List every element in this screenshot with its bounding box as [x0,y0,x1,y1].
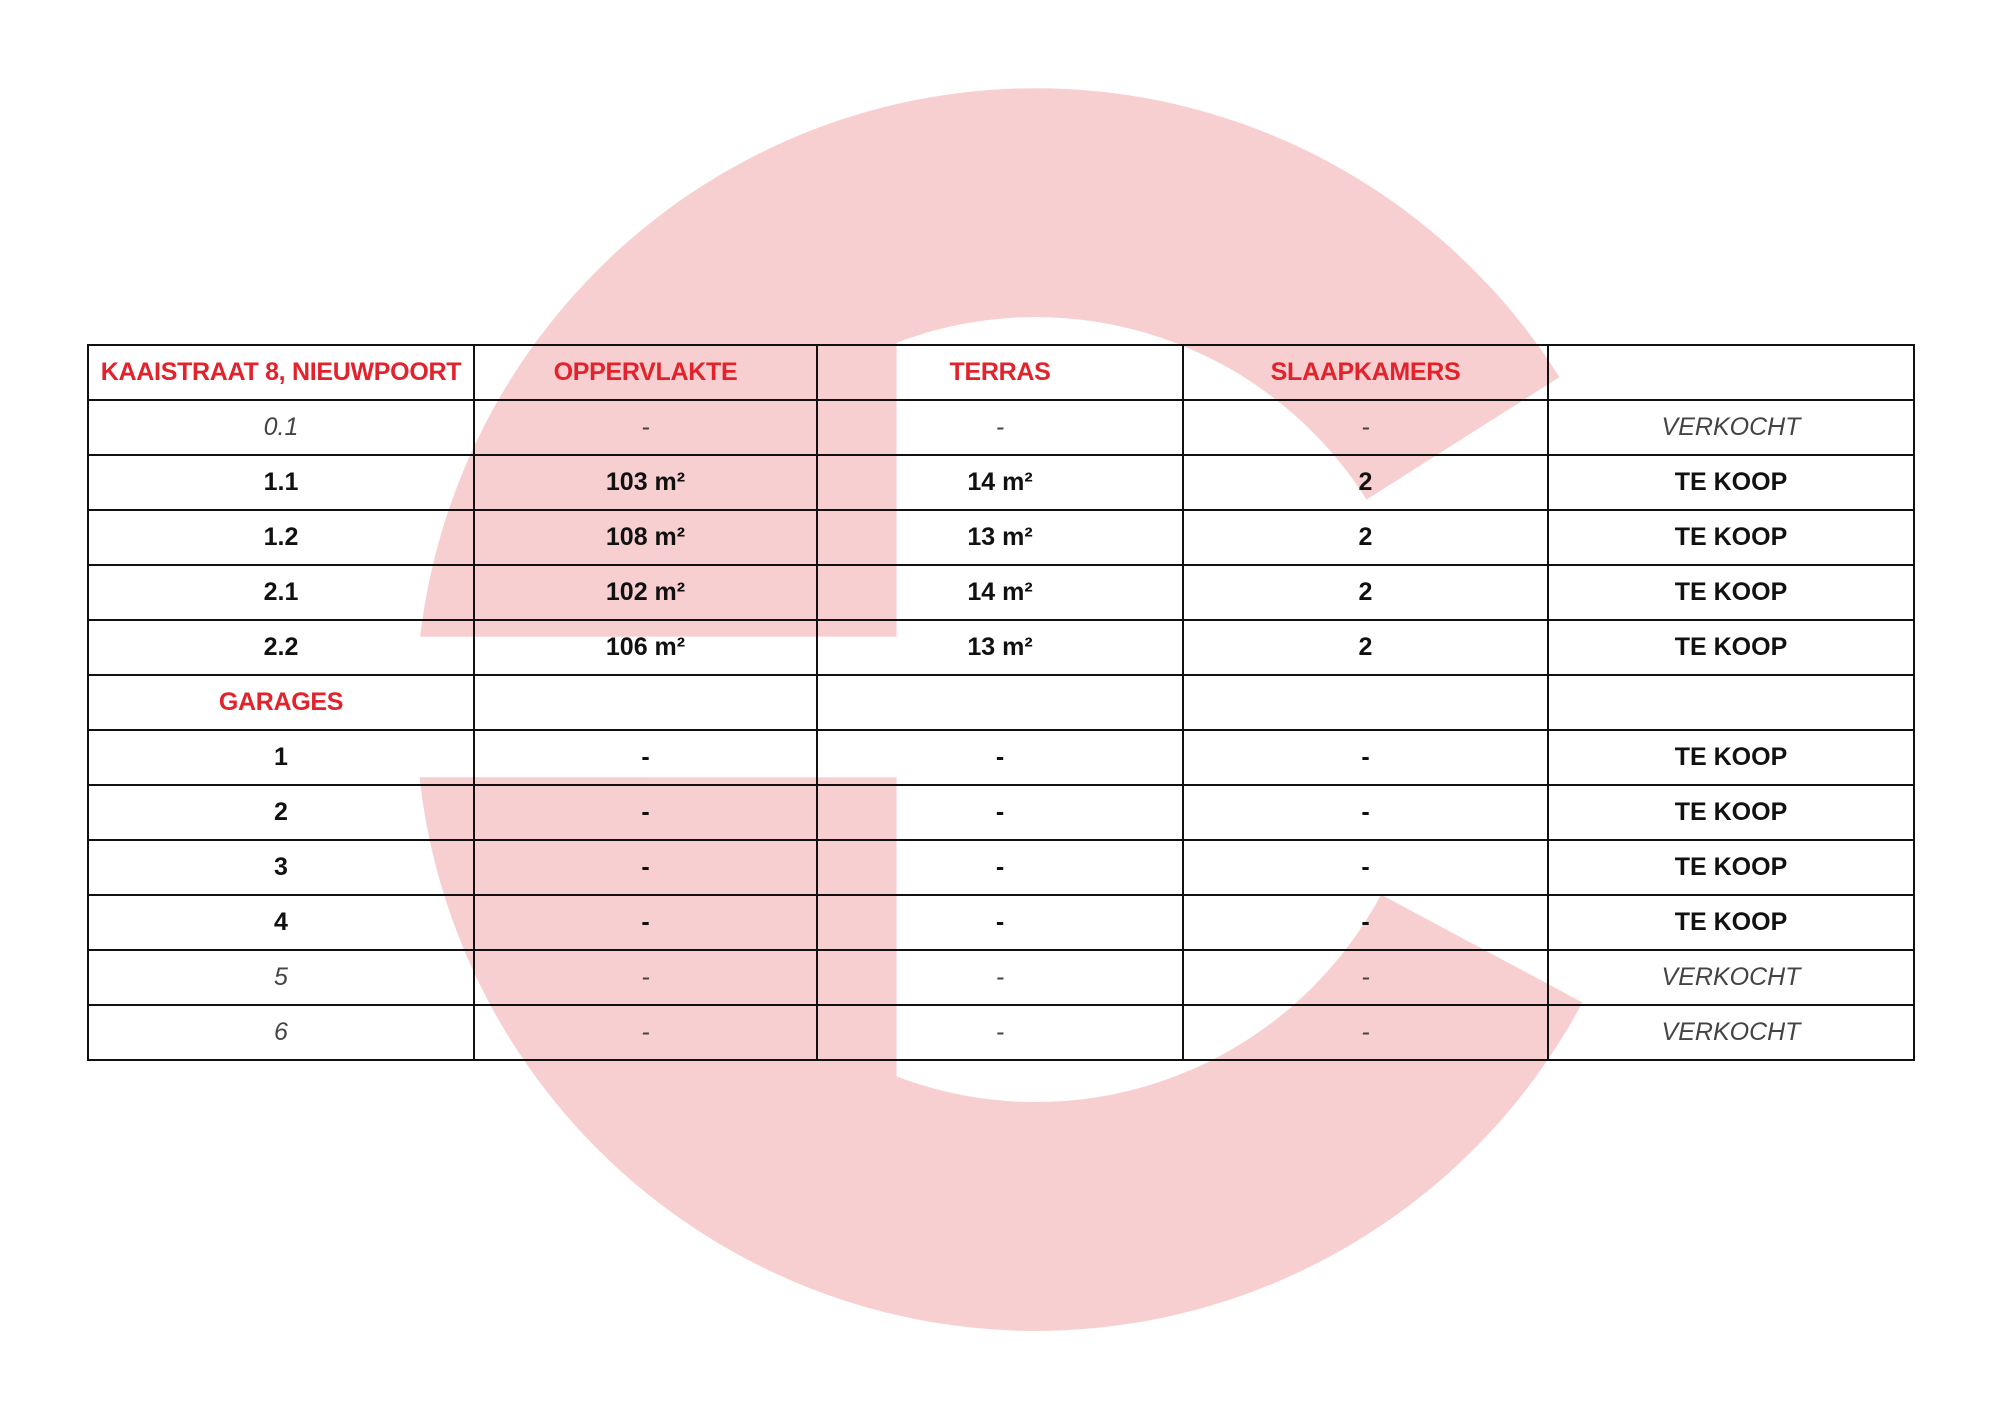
cell-terrace: - [816,399,1184,456]
cell-terrace: - [816,784,1184,841]
cell-surface: 102 m² [473,564,818,621]
table-row: 1.1 103 m² 14 m² 2 TE KOOP [87,454,1915,511]
cell-bedrooms: - [1182,729,1549,786]
cell-status: TE KOOP [1547,784,1915,841]
cell-unit: 1.1 [87,454,475,511]
table-row: 4- - - TE KOOP [87,894,1915,951]
cell-unit: GARAGES [87,674,475,731]
table-row: 5- - - VERKOCHT [87,949,1915,1006]
table-row: 1- - - TE KOOP [87,729,1915,786]
cell-surface: 108 m² [473,509,818,566]
cell-status: TE KOOP [1547,564,1915,621]
cell-terrace: 14 m² [816,564,1184,621]
header-status [1547,344,1915,401]
cell-status: TE KOOP [1547,729,1915,786]
cell-bedrooms: - [1182,949,1549,1006]
header-bedrooms: SLAAPKAMERS [1182,344,1549,401]
cell-surface [473,674,818,731]
cell-bedrooms: 2 [1182,619,1549,676]
cell-surface: - [473,949,818,1006]
cell-terrace: - [816,949,1184,1006]
cell-bedrooms: - [1182,784,1549,841]
header-terrace: TERRAS [816,344,1184,401]
cell-bedrooms: - [1182,839,1549,896]
cell-surface: - [473,784,818,841]
cell-bedrooms: - [1182,399,1549,456]
table-row: 0.1- - - VERKOCHT [87,399,1915,456]
table-row: 3- - - TE KOOP [87,839,1915,896]
cell-status: VERKOCHT [1547,1004,1915,1061]
table-row: 6- - - VERKOCHT [87,1004,1915,1061]
table-row: 2.1 102 m² 14 m² 2 TE KOOP [87,564,1915,621]
cell-status: TE KOOP [1547,839,1915,896]
cell-unit: 6 [87,1004,475,1061]
cell-bedrooms: 2 [1182,454,1549,511]
cell-status [1547,674,1915,731]
cell-bedrooms: 2 [1182,564,1549,621]
cell-surface: 106 m² [473,619,818,676]
cell-bedrooms [1182,674,1549,731]
cell-unit: 0.1 [87,399,475,456]
cell-bedrooms: - [1182,1004,1549,1061]
cell-bedrooms: - [1182,894,1549,951]
cell-surface: - [473,729,818,786]
cell-terrace: 13 m² [816,619,1184,676]
cell-terrace: 13 m² [816,509,1184,566]
cell-unit: 5 [87,949,475,1006]
table-row: 1.2 108 m² 13 m² 2 TE KOOP [87,509,1915,566]
cell-unit: 1.2 [87,509,475,566]
cell-surface: - [473,399,818,456]
cell-surface: 103 m² [473,454,818,511]
cell-terrace: - [816,894,1184,951]
header-unit: KAAISTRAAT 8, NIEUWPOORT [87,344,475,401]
cell-bedrooms: 2 [1182,509,1549,566]
cell-unit: 1 [87,729,475,786]
cell-status: TE KOOP [1547,894,1915,951]
cell-status: VERKOCHT [1547,949,1915,1006]
cell-status: TE KOOP [1547,509,1915,566]
cell-surface: - [473,894,818,951]
table-row: 2.2 106 m² 13 m² 2 TE KOOP [87,619,1915,676]
table-header-row: KAAISTRAAT 8, NIEUWPOORT OPPERVLAKTE TERRA… [87,344,1915,401]
cell-unit: 2 [87,784,475,841]
cell-terrace: - [816,1004,1184,1061]
cell-unit: 2.2 [87,619,475,676]
cell-surface: - [473,839,818,896]
cell-unit: 4 [87,894,475,951]
cell-terrace: - [816,729,1184,786]
cell-terrace: 14 m² [816,454,1184,511]
cell-terrace: - [816,839,1184,896]
header-surface: OPPERVLAKTE [473,344,818,401]
cell-surface: - [473,1004,818,1061]
cell-terrace [816,674,1184,731]
availability-table: KAAISTRAAT 8, NIEUWPOORT OPPERVLAKTE TERRA… [87,344,1915,1061]
cell-unit: 2.1 [87,564,475,621]
table-row: 2- - - TE KOOP [87,784,1915,841]
cell-unit: 3 [87,839,475,896]
section-row: GARAGES [87,674,1915,731]
cell-status: TE KOOP [1547,454,1915,511]
cell-status: TE KOOP [1547,619,1915,676]
cell-status: VERKOCHT [1547,399,1915,456]
